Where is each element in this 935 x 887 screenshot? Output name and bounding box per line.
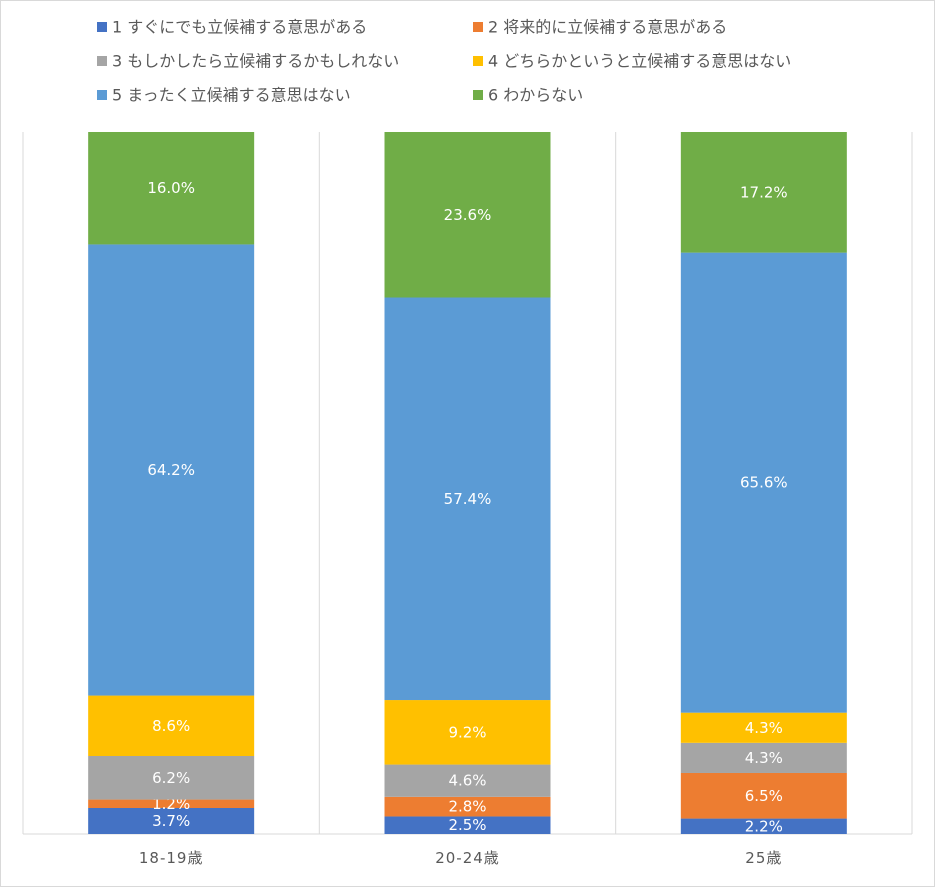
data-label: 3.7% [152,812,190,830]
bar-segment [384,796,551,817]
bar-segment [680,252,847,713]
legend-item-1: 1 すぐにでも立候補する意思がある [97,18,367,37]
bar-segment [384,700,551,765]
legend-label: 6 わからない [488,86,583,105]
legend-swatch [473,56,483,66]
legend-label: 2 将来的に立候補する意思がある [488,18,727,37]
bar-segment [88,695,255,756]
bar-segment [680,132,847,253]
plot-area: 3.7%1.2%6.2%8.6%64.2%16.0%2.5%2.8%4.6%9.… [22,132,913,835]
data-label: 4.6% [448,772,486,790]
data-label: 9.2% [448,723,486,741]
data-label: 4.3% [745,719,783,737]
legend-swatch [97,22,107,32]
legend-swatch [473,22,483,32]
bar-segment [88,808,255,834]
legend-item-2: 2 将来的に立候補する意思がある [473,18,727,37]
bar-segment [680,818,847,834]
legend-item-4: 4 どちらかというと立候補する意思はない [473,52,791,71]
category-axis: 18-19歳 20-24歳 25歳 [139,849,782,867]
data-label: 8.6% [152,717,190,735]
data-label: 23.6% [444,206,492,224]
data-label: 16.0% [147,179,195,197]
category-label: 18-19歳 [139,849,204,867]
bar-segment [384,132,551,298]
legend-swatch [473,90,483,100]
data-label: 2.5% [448,816,486,834]
bar-segment [88,244,255,696]
legend-label: 4 どちらかというと立候補する意思はない [488,52,791,71]
legend-label: 1 すぐにでも立候補する意思がある [112,18,367,37]
data-label: 2.2% [745,817,783,835]
bar-segment [88,756,255,800]
legend-swatch [97,56,107,66]
bar-segment [88,799,255,808]
bar-segment [680,712,847,743]
bar-segment [384,297,551,701]
bar-segment [680,772,847,819]
data-label: 2.8% [448,798,486,816]
data-label: 64.2% [147,461,195,479]
bar-stack-2: 2.5%2.8% 4.6% 9.2% 57.4% 23.6% [384,132,551,834]
bar-segment [88,132,255,245]
legend-swatch [97,90,107,100]
bar-segment [384,764,551,797]
legend-item-3: 3 もしかしたら立候補するかもしれない [97,52,399,71]
data-label: 65.6% [740,474,788,492]
data-label: 6.5% [745,787,783,805]
data-label: 6.2% [152,769,190,787]
legend-item-6: 6 わからない [473,86,583,105]
data-label: 17.2% [740,183,788,201]
category-label: 25歳 [745,849,782,867]
category-label: 20-24歳 [435,849,500,867]
legend: 1 すぐにでも立候補する意思がある 2 将来的に立候補する意思がある 3 もしかした… [97,18,791,105]
data-label: 57.4% [444,490,492,508]
bar-segment [384,816,551,834]
bar-segment [680,742,847,773]
bar-stack-1: 3.7%1.2%6.2%8.6%64.2%16.0% [88,132,255,834]
legend-label: 5 まったく立候補する意思はない [112,86,351,105]
legend-label: 3 もしかしたら立候補するかもしれない [112,52,399,71]
bar-stack-3: 2.2% 6.5% 4.3% 4.3% 65.6% 17.2% [680,132,847,835]
data-label: 4.3% [745,749,783,767]
legend-item-5: 5 まったく立候補する意思はない [97,86,351,105]
